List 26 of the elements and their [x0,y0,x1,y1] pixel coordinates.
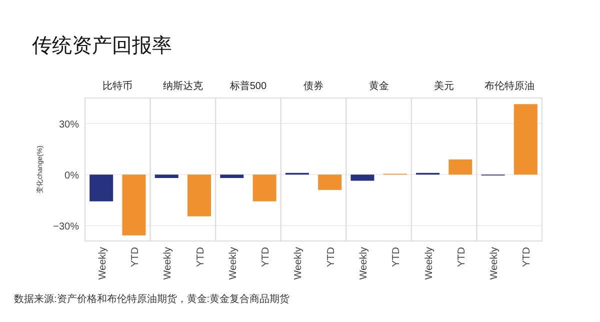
x-tick-label: Weekly [97,247,108,280]
chart-title: 债券 [304,80,324,92]
x-tick-label: Weekly [293,247,304,280]
x-tick-label: Weekly [162,247,174,280]
x-tick-label: Weekly [358,247,370,280]
x-tick-label: Weekly [228,247,239,280]
x-tick-label: YTD [130,247,141,267]
x-tick-label: YTD [391,247,402,267]
text: 传统资产回报率 [32,35,172,57]
x-tick-label: YTD [522,247,533,267]
source-note: 数据来源:资产价格和布伦特原油期货，黄金:黄金复合商品期货 [14,293,290,305]
y-tick-label: 0% [64,170,80,182]
x-tick-label: YTD [456,247,468,267]
chart-title: 黄金 [368,80,389,92]
x-tick-label: Weekly [489,247,500,280]
x-tick-label: YTD [195,247,206,267]
chart-title: 纳斯达克 [162,80,203,92]
chart-title: 标普500 [228,80,267,92]
x-tick-label: YTD [326,247,337,267]
chart-title: 布伦特原油 [484,80,534,92]
x-tick-label: Weekly [424,247,435,280]
x-tick-label: YTD [260,247,272,267]
y-tick-label: −30% [53,222,80,233]
chart-title: 美元 [434,80,454,92]
chart-title: 比特币 [102,80,133,92]
y-tick-label: 30% [58,120,80,131]
